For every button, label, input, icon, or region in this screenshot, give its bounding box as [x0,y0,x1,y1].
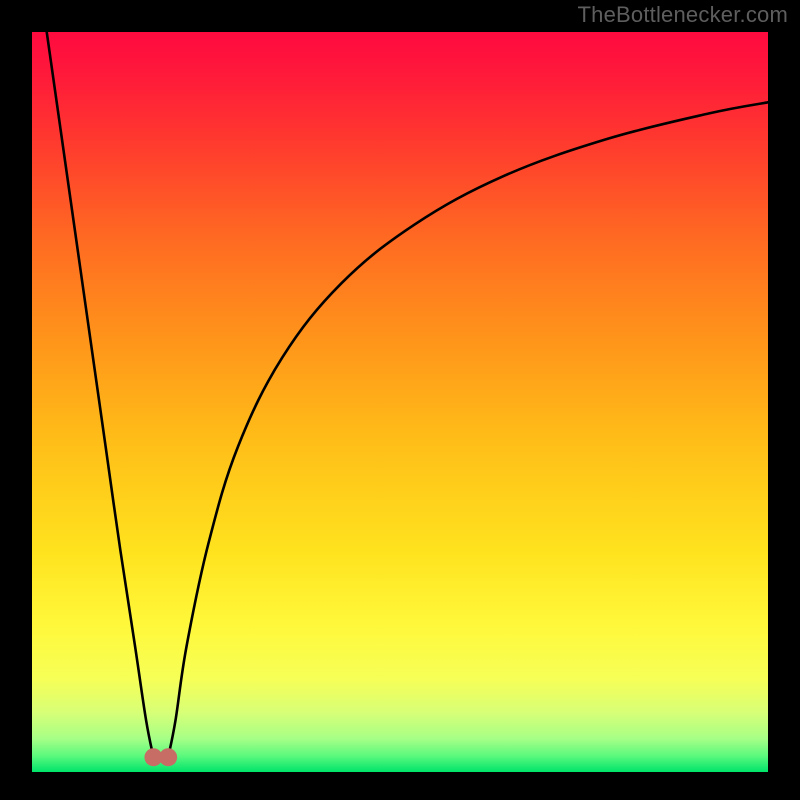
watermark-text: TheBottlenecker.com [578,2,788,28]
plot-area [32,32,768,772]
bottleneck-curve [32,32,768,772]
chart-frame: TheBottlenecker.com [0,0,800,800]
